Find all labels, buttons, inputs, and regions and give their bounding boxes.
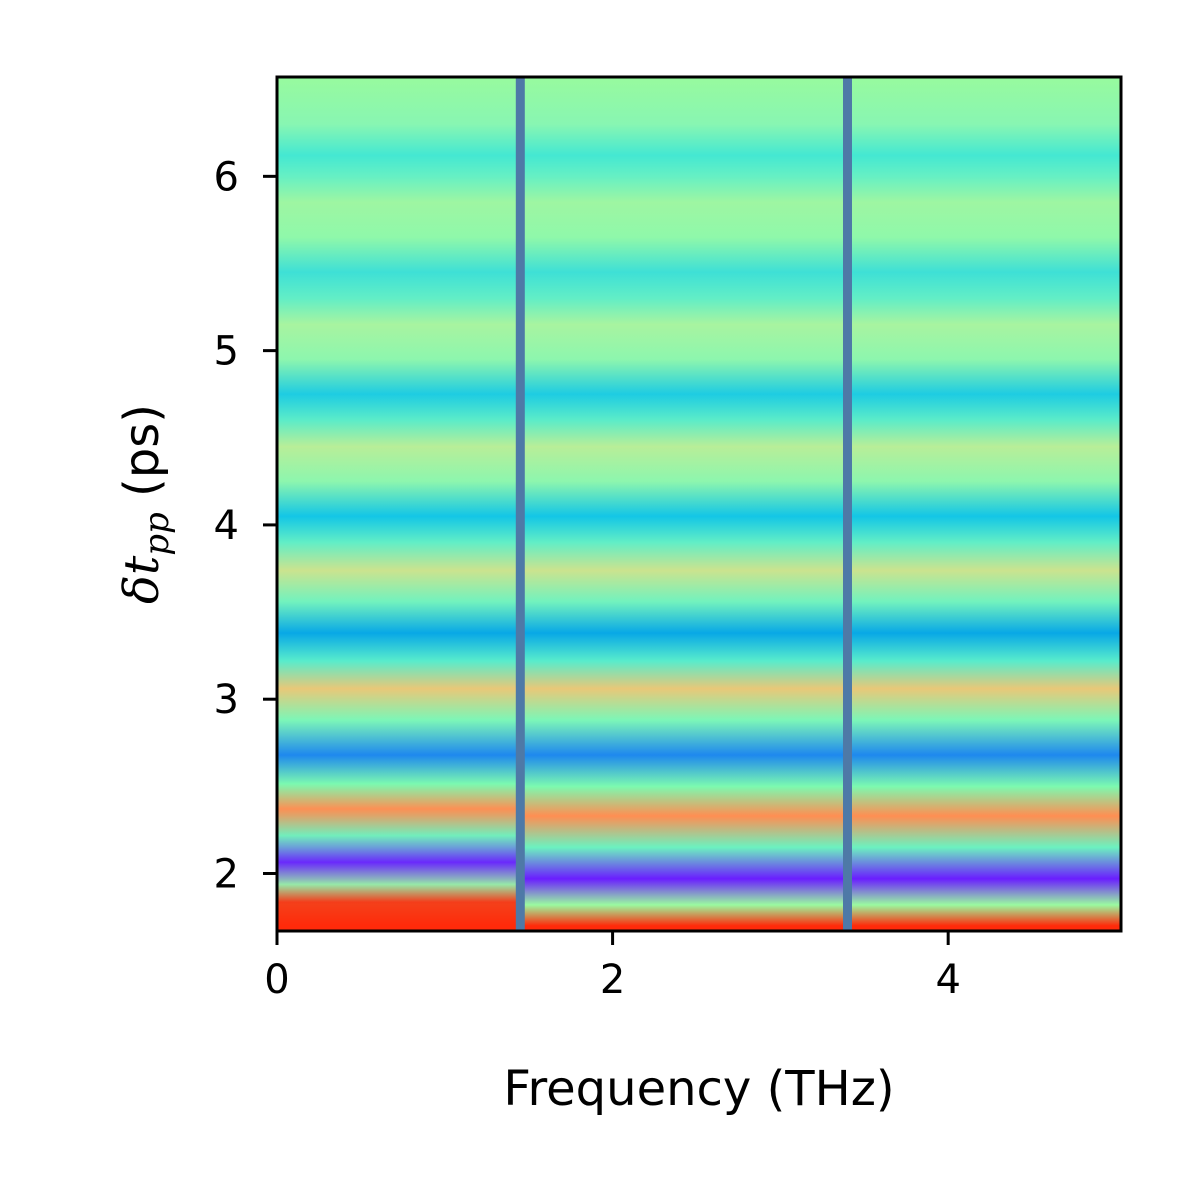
vertical-marker-lines [515, 77, 852, 931]
y-axis-label-symbol: δt [114, 555, 170, 604]
y-axis-ticks: 2 3 4 5 6 [214, 154, 277, 897]
heatmap-low-frequency-region [277, 77, 521, 931]
x-tick-label: 0 [264, 957, 289, 1003]
y-tick-label: 6 [214, 154, 239, 200]
y-axis-label-unit: (ps) [114, 404, 170, 512]
x-tick-label: 2 [600, 957, 625, 1003]
axes-frame [275, 75, 1123, 933]
plot-area [277, 77, 1121, 931]
y-tick-label: 4 [214, 503, 239, 549]
y-axis-label-subscript: pp [137, 512, 177, 556]
y-tick-label: 5 [214, 329, 239, 375]
y-tick-label: 2 [214, 851, 239, 897]
x-tick-label: 4 [935, 957, 960, 1003]
y-axis-label: δtpp (ps) [114, 404, 177, 604]
x-axis-ticks: 0 2 4 [264, 931, 961, 1003]
y-tick-label: 3 [214, 677, 239, 723]
x-axis-label: Frequency (THz) [503, 1061, 894, 1117]
